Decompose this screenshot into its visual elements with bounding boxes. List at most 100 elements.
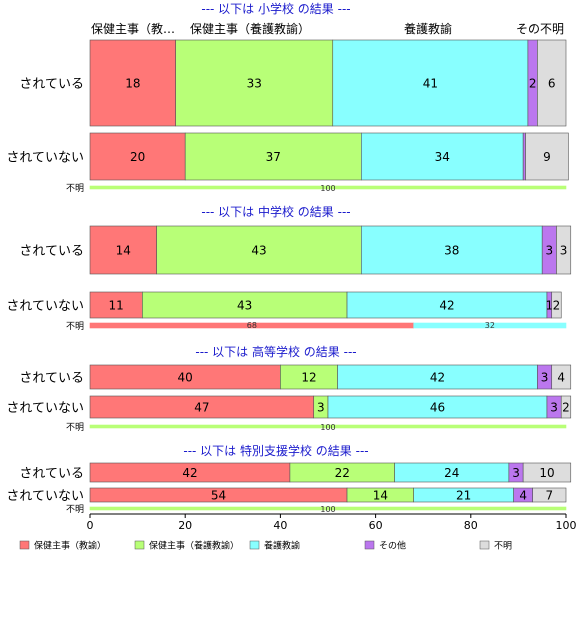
data-label: 1 [546,299,554,313]
column-header: 養護教諭 [404,21,452,36]
data-label: 3 [317,401,325,415]
column-header: 保健主事（養護教諭） [190,21,310,36]
bar-segment [361,132,524,181]
x-tick-label: 0 [87,519,94,532]
legend-entry: その他 [379,540,406,552]
data-label: 42 [439,299,454,313]
bar-segment [332,39,529,127]
bar-segment [89,506,567,511]
data-label: 18 [125,77,140,91]
bar-segment [556,225,572,275]
bar-segment [89,291,143,319]
data-label: 3 [550,401,558,415]
data-label: 12 [301,371,316,385]
bar-segment [522,462,572,483]
x-tick-label: 40 [273,519,287,532]
column-header: その不明 [516,22,564,36]
x-tick-label: 20 [178,519,192,532]
data-label: 14 [373,489,388,503]
data-label: 33 [247,77,262,91]
panel-title: --- 以下は 特別支援学校 の結果 --- [183,443,368,458]
data-label: 9 [543,150,551,164]
legend-swatch [364,540,375,550]
row-label: されている [19,244,84,259]
row-label: されている [19,466,84,481]
data-label: 2 [529,77,537,91]
bar-segment [361,225,543,275]
data-label: 46 [430,401,445,415]
data-label: 43 [237,299,252,313]
bar-segment [89,364,281,390]
data-label: 32 [485,321,495,330]
row-label: されていない [6,489,84,504]
row-label: 不明 [66,504,84,515]
legend-swatch [249,540,260,550]
data-label: 3 [512,466,520,480]
row-label: されていない [6,150,84,165]
data-label: 7 [546,489,554,503]
data-label: 11 [109,299,124,313]
panel-title: --- 以下は 小学校 の結果 --- [201,1,350,16]
data-label: 3 [541,371,549,385]
bar-segment [532,487,567,503]
legend-swatch [134,540,145,550]
data-label: 24 [444,466,459,480]
data-label: 68 [247,321,257,330]
bar-segment [156,225,362,275]
x-tick-label: 100 [556,519,577,532]
data-label: 10 [539,466,554,480]
data-label: 4 [557,371,565,385]
bar-segment [560,395,572,419]
data-label: 22 [335,466,350,480]
data-label: 4 [519,489,527,503]
legend-swatch [19,540,30,550]
data-label: 34 [435,150,450,164]
data-label: 43 [251,244,266,258]
legend-swatch [479,540,490,550]
data-label: 3 [546,244,554,258]
row-label: されている [19,371,84,386]
data-label: 54 [211,489,226,503]
data-label: 3 [560,244,568,258]
data-label: 40 [178,371,193,385]
legend-entry: 保健主事（教諭） [34,540,106,552]
bar-segment [280,364,338,390]
row-label: されていない [6,299,84,314]
row-label: 不明 [66,422,84,433]
data-label: 6 [548,77,556,91]
bar-segment [89,424,567,429]
panel-title: --- 以下は 中学校 の結果 --- [201,204,350,219]
bar-segment [346,291,548,319]
row-label: されている [19,77,84,92]
data-label: 100 [320,423,335,432]
panel-title: --- 以下は 高等学校 の結果 --- [195,344,356,359]
data-label: 37 [266,150,281,164]
bar-segment [537,39,567,127]
row-label: 不明 [66,321,84,332]
column-header: 保健主事（教… [91,21,175,36]
row-label: されていない [6,401,84,416]
bar-segment [89,132,186,181]
x-tick-label: 80 [464,519,478,532]
bar-segment [551,364,572,390]
data-label: 100 [320,184,335,193]
bar-segment [89,185,567,190]
data-label: 21 [456,489,471,503]
legend-entry: 不明 [494,541,512,552]
bar-segment [337,364,538,390]
data-label: 100 [320,505,335,514]
data-label: 2 [562,401,570,415]
data-label: 41 [423,77,438,91]
bar-segment [525,132,569,181]
bar-segment [413,322,567,329]
data-label: 42 [182,466,197,480]
x-tick-label: 60 [369,519,383,532]
bar-segment [522,132,526,181]
bar-segment [89,39,176,127]
bar-segment [551,291,562,319]
data-label: 2 [553,299,561,313]
data-label: 38 [444,244,459,258]
bar-segment [184,132,362,181]
data-label: 14 [116,244,131,258]
